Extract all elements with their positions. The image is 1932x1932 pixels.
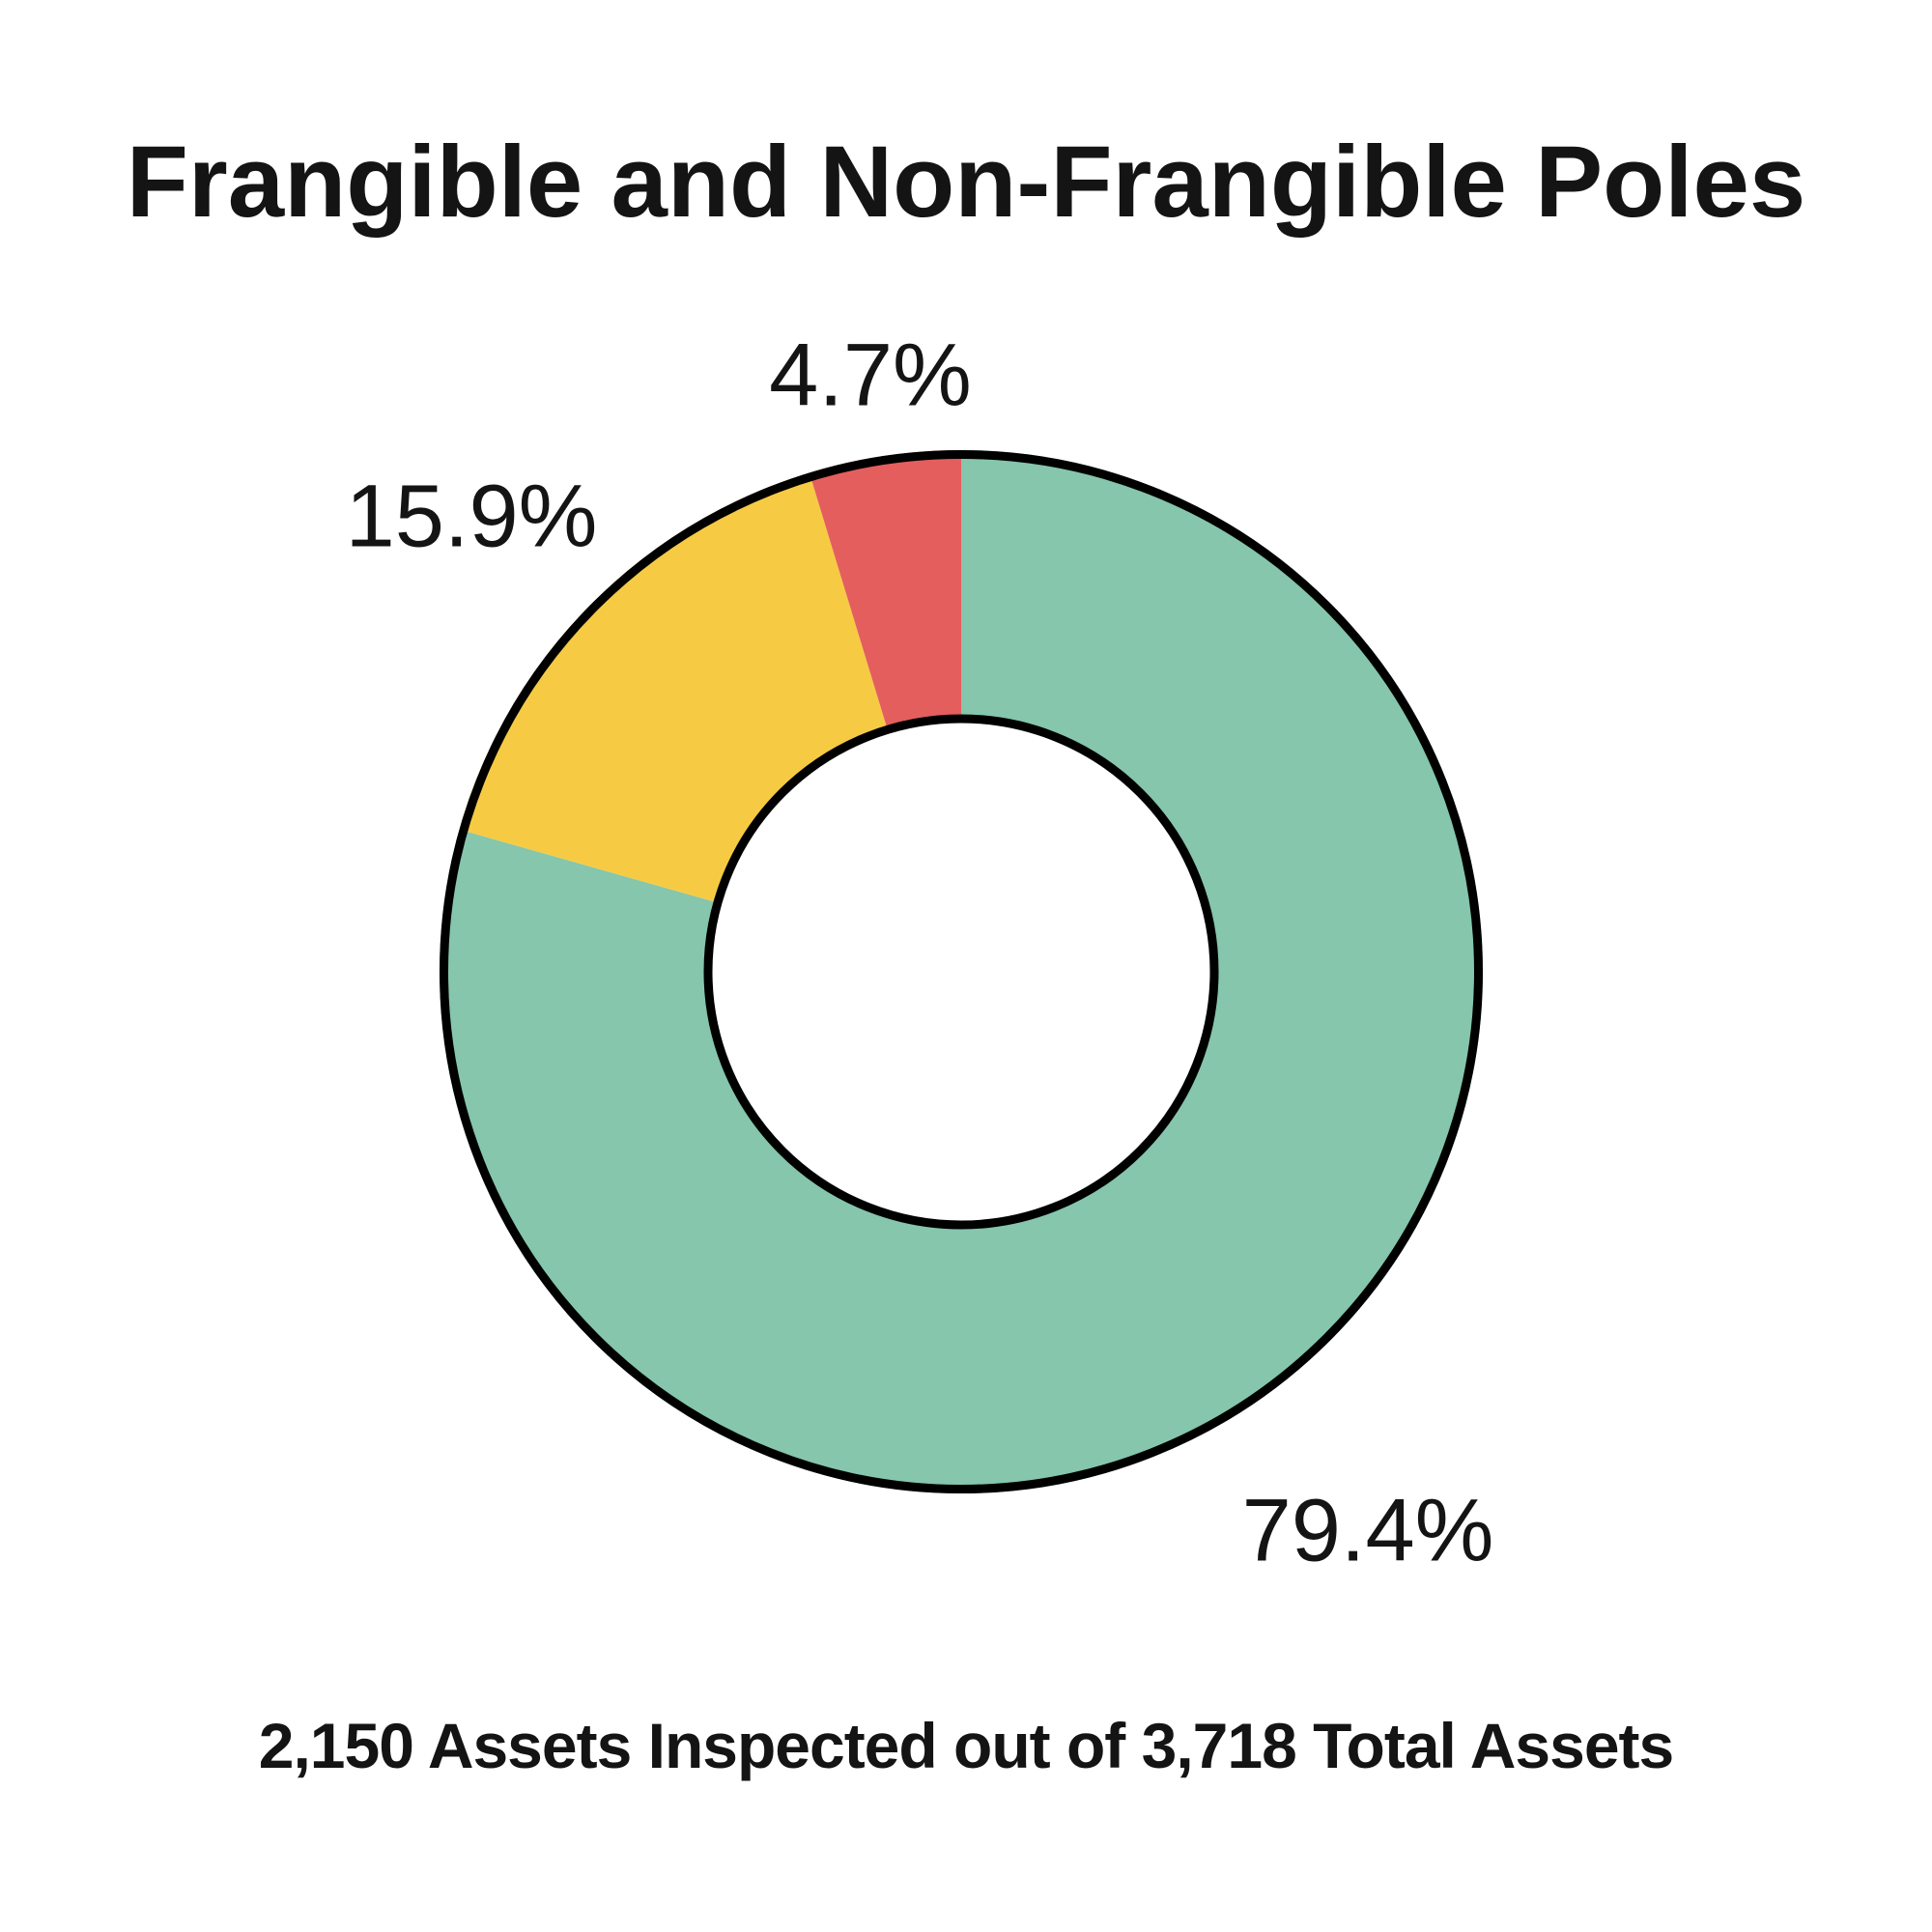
chart-footnote: 2,150 Assets Inspected out of 3,718 Tota… xyxy=(258,1710,1674,1781)
slice-0-percent-label: 79.4% xyxy=(1241,1481,1494,1580)
donut-outer-ring xyxy=(440,450,1483,1493)
slice-1-percent-label: 15.9% xyxy=(345,467,598,566)
donut-hole xyxy=(703,714,1219,1230)
slice-2-percent-label: 4.7% xyxy=(769,326,972,425)
chart-title: Frangible and Non-Frangible Poles xyxy=(126,126,1806,239)
